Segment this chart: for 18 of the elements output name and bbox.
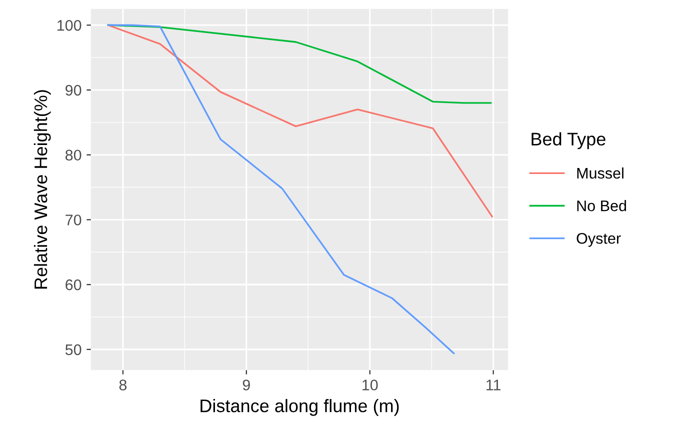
x-tick-label: 11 bbox=[486, 380, 500, 390]
y-tick-label: 100 bbox=[58, 20, 82, 31]
legend-label: Oyster bbox=[576, 232, 621, 247]
x-tick-label: 9 bbox=[242, 380, 250, 390]
y-tick-label: 70 bbox=[66, 214, 82, 226]
y-tick-label: 90 bbox=[66, 84, 82, 96]
x-axis-title: Distance along flume (m) bbox=[200, 399, 399, 416]
legend-title: Bed Type bbox=[532, 132, 606, 150]
x-tick-label: 8 bbox=[119, 380, 127, 390]
y-tick-label: 60 bbox=[66, 279, 82, 290]
y-tick-label: 50 bbox=[65, 344, 82, 356]
y-axis-title: Relative Wave Height(%) bbox=[34, 90, 51, 289]
legend-label: No Bed bbox=[577, 200, 626, 212]
line-series bbox=[107, 24, 455, 354]
y-tick-label: 80 bbox=[66, 150, 82, 161]
legend-label: Mussel bbox=[577, 167, 624, 179]
line-series bbox=[107, 24, 493, 218]
x-tick-label: 10 bbox=[362, 380, 378, 390]
